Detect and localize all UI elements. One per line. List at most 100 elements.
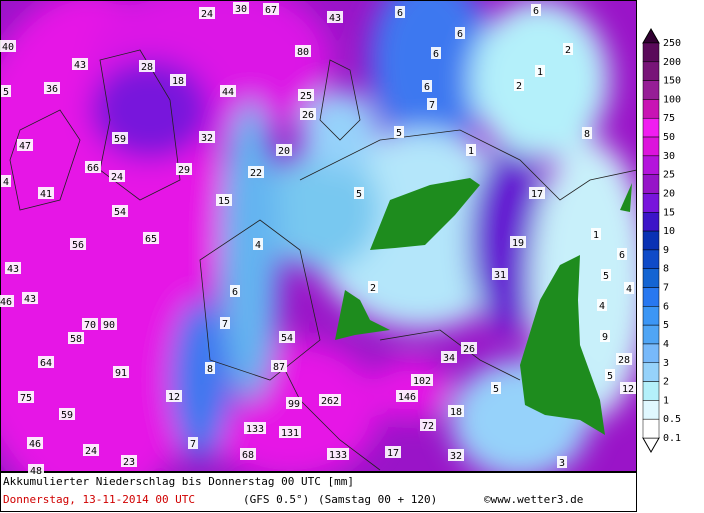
label-box (591, 228, 601, 240)
colorbar-label: 4 (663, 339, 669, 350)
precip-label: 6 (533, 6, 539, 17)
label-box (240, 448, 256, 460)
colorbar-segment (642, 99, 660, 119)
precip-label: 3 (559, 458, 565, 469)
precip-label: 6 (619, 250, 625, 261)
footer-box (0, 472, 637, 512)
precip-label: 58 (70, 334, 82, 345)
label-box (354, 187, 364, 199)
precip-label: 65 (145, 234, 157, 245)
precip-label: 146 (398, 392, 416, 403)
label-box (286, 397, 302, 409)
precip-label: 46 (0, 297, 12, 308)
precip-label: 43 (74, 60, 86, 71)
precip-label: 19 (512, 238, 524, 249)
label-box (72, 58, 88, 70)
colorbar-segment (642, 400, 660, 420)
colorbar-label: 6 (663, 301, 669, 312)
precip-label: 2 (565, 45, 571, 56)
label-box (279, 426, 301, 438)
precip-label: 56 (72, 240, 84, 251)
precip-label: 32 (450, 451, 462, 462)
colorbar-label: 9 (663, 245, 669, 256)
precip-label: 90 (103, 320, 115, 331)
label-box (510, 236, 526, 248)
label-box (1, 175, 11, 187)
label-box (253, 238, 263, 250)
colorbar-label: 2 (663, 377, 669, 388)
precip-label: 48 (30, 466, 42, 477)
colorbar-segment (642, 249, 660, 269)
footer-credit: ©www.wetter3.de (484, 493, 583, 506)
label-box (205, 362, 215, 374)
label-box (327, 11, 343, 23)
colorbar-label: 20 (663, 188, 675, 199)
label-box (44, 82, 60, 94)
label-box (38, 187, 54, 199)
precip-label: 2 (370, 283, 376, 294)
label-box (199, 131, 215, 143)
label-box (492, 268, 508, 280)
colorbar-label: 1 (663, 395, 669, 406)
precip-label: 59 (114, 134, 126, 145)
label-box (233, 2, 249, 14)
precip-label: 64 (40, 358, 52, 369)
label-box (394, 126, 404, 138)
precip-label: 8 (584, 129, 590, 140)
precip-label: 7 (190, 439, 196, 450)
label-box (199, 7, 215, 19)
colorbar-segment (642, 324, 660, 345)
colorbar-label: 200 (663, 57, 681, 68)
colorbar-segment (642, 212, 660, 232)
label-box (17, 139, 33, 151)
label-box (396, 390, 418, 402)
colorbar-segment (642, 117, 660, 138)
colorbar-label: 50 (663, 132, 675, 143)
label-box (531, 4, 541, 16)
label-box (109, 170, 125, 182)
precip-label: 22 (250, 168, 262, 179)
precip-label: 28 (141, 62, 153, 73)
colorbar-bottom (642, 437, 660, 454)
label-box (461, 342, 477, 354)
colorbar-segment (642, 287, 660, 307)
label-box (298, 89, 314, 101)
label-box (319, 394, 341, 406)
precip-label: 4 (255, 240, 261, 251)
label-box (295, 45, 311, 57)
label-box (176, 163, 192, 175)
precip-label: 24 (201, 9, 213, 20)
precip-label: 54 (281, 333, 293, 344)
colorbar-label: 150 (663, 76, 681, 87)
colorbar-segment (642, 80, 660, 100)
label-box (18, 391, 34, 403)
label-box (385, 446, 401, 458)
label-box (170, 74, 186, 86)
colorbar-segment (642, 174, 660, 194)
label-box (617, 248, 627, 260)
colorbar-label: 3 (663, 358, 669, 369)
footer-date: Donnerstag, 13-11-2014 00 UTC (3, 493, 195, 506)
label-box (529, 187, 545, 199)
colorbar-label: 0.5 (663, 414, 681, 425)
precip-label: 7 (222, 319, 228, 330)
footer-model: (GFS 0.5°) (243, 493, 309, 506)
precip-label: 99 (288, 399, 300, 410)
footer-title: Akkumulierter Niederschlag bis Donnersta… (3, 475, 354, 488)
precip-label: 12 (622, 384, 634, 395)
label-box (448, 449, 464, 461)
precip-label: 133 (329, 450, 347, 461)
precip-label: 1 (537, 67, 543, 78)
label-box (112, 132, 128, 144)
precip-label: 46 (29, 439, 41, 450)
colorbar-segment (642, 42, 660, 63)
colorbar-label: 0.1 (663, 433, 681, 444)
precip-label: 34 (443, 353, 455, 364)
precip-label: 23 (123, 457, 135, 468)
precip-label: 32 (201, 133, 213, 144)
precip-label: 24 (111, 172, 123, 183)
label-box (455, 27, 465, 39)
label-box (620, 382, 636, 394)
label-box (139, 60, 155, 72)
label-box (395, 6, 405, 18)
